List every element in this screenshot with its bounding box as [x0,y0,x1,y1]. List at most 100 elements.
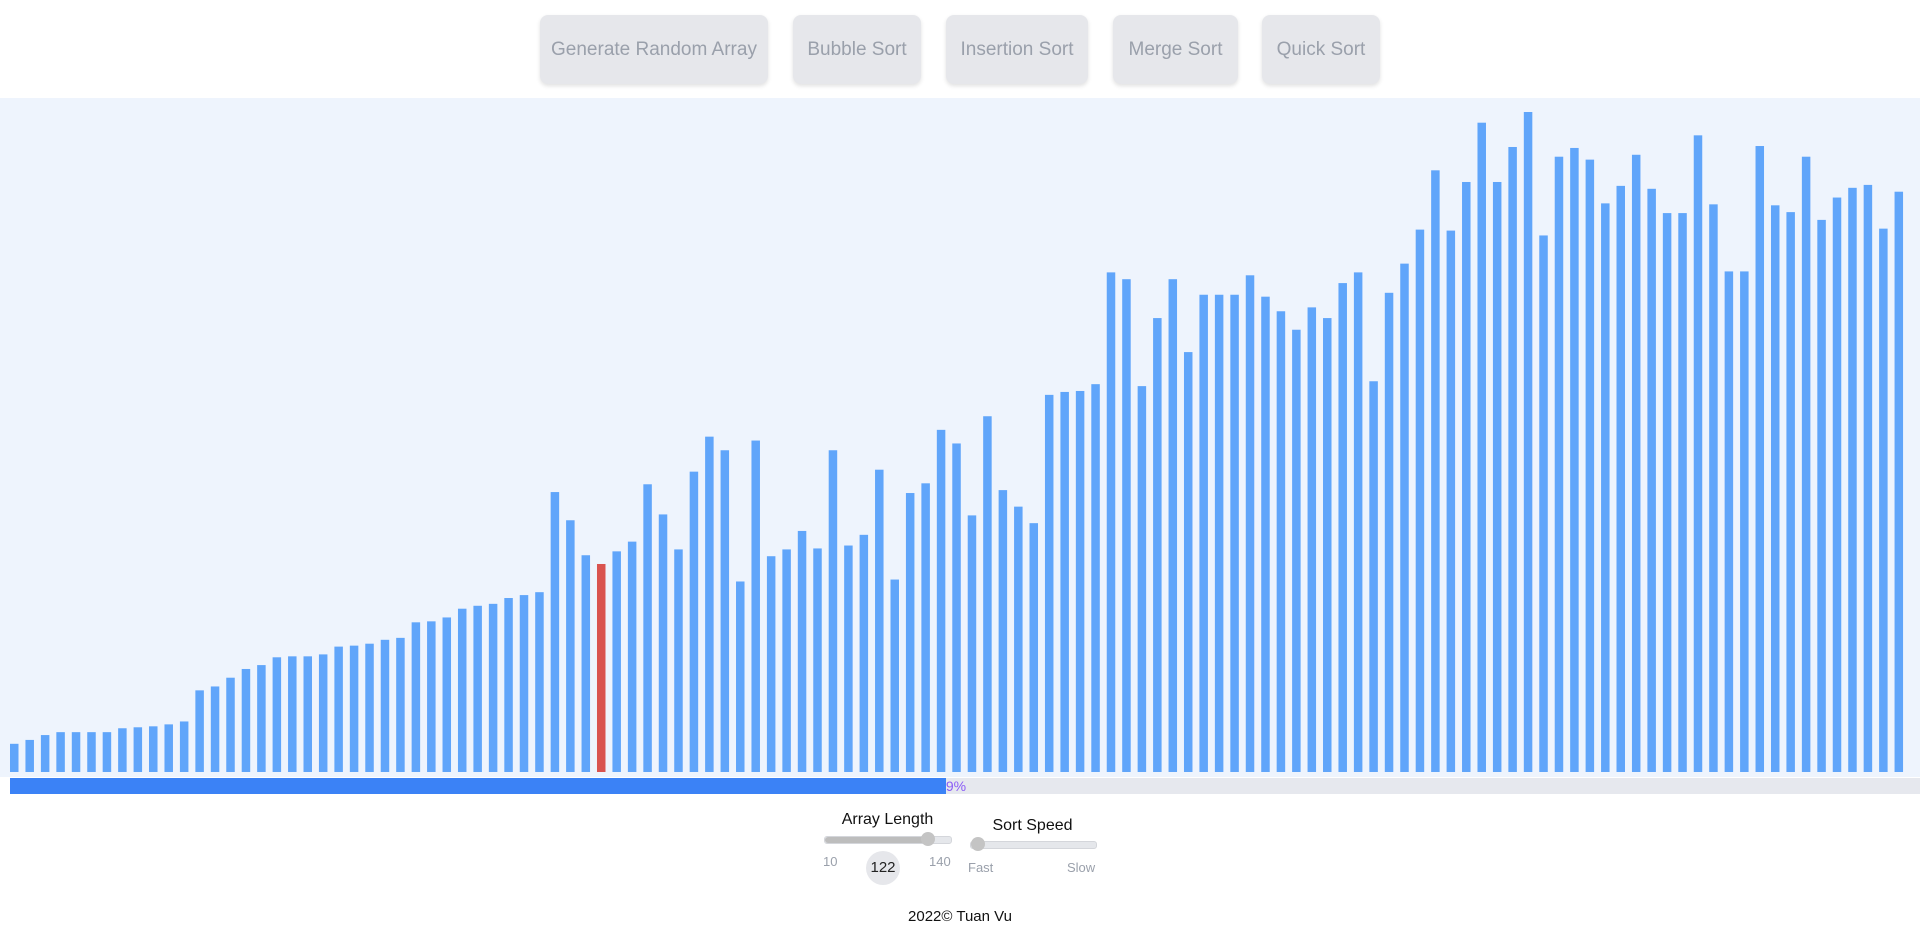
array-bar [1601,203,1610,772]
array-bar [10,743,19,772]
array-bar [581,555,591,772]
array-bar [535,592,544,772]
array-bar [566,520,575,772]
array-bar [1431,170,1440,772]
array-bar [1801,156,1811,773]
array-bar [1662,213,1672,773]
sort-speed-fast-label: Fast [968,860,994,875]
array-bar [40,735,50,772]
array-bar [1183,352,1193,772]
bubble-sort-button[interactable]: Bubble Sort [793,15,921,84]
array-bar [1400,263,1409,772]
generate-random-array-button[interactable]: Generate Random Array [540,15,768,84]
array-bar [1307,307,1317,772]
sort-visualizer-chart [0,98,1920,777]
insertion-sort-button[interactable]: Insertion Sort [946,15,1088,84]
array-bar [1044,394,1054,772]
array-length-slider[interactable] [824,832,952,846]
array-bar [1817,219,1826,772]
array-bar [844,545,853,772]
array-bar [427,621,436,772]
array-bar [627,541,637,772]
array-bar [1168,279,1178,772]
array-bar [736,581,745,772]
array-bar [1755,146,1765,772]
progress-label: 9% [945,778,967,794]
array-bar [720,450,730,772]
array-bar [1786,212,1795,772]
array-bar [1137,386,1147,772]
array-bar [133,727,143,772]
array-bar [890,579,899,772]
array-bar [859,534,869,772]
array-bar [149,726,158,772]
array-bar [56,732,65,772]
array-bar [1477,122,1486,772]
sort-speed-slider-thumb[interactable] [971,837,985,851]
array-bar [303,656,312,772]
array-bar [550,492,560,772]
array-bar [195,690,204,772]
array-bar [519,595,529,772]
array-bar [71,732,81,772]
array-bar [1353,272,1363,772]
array-bar [1245,275,1255,772]
merge-sort-button[interactable]: Merge Sort [1113,15,1238,84]
array-length-min-label: 10 [823,854,838,869]
array-bar [1523,112,1533,772]
array-bar [1323,318,1332,772]
sort-speed-slider[interactable] [970,837,1097,851]
array-bar [875,469,884,772]
array-bar [1848,187,1857,772]
array-bar [828,450,838,772]
array-bar [1740,271,1749,772]
array-bar [1153,318,1162,772]
array-bar [705,436,714,772]
array-bar [1029,523,1039,772]
array-bar [936,429,946,772]
array-bar [1492,181,1502,772]
quick-sort-button[interactable]: Quick Sort [1262,15,1380,84]
array-length-slider-fill [825,837,929,843]
sort-speed-title: Sort Speed [992,817,1073,834]
active-bar [596,563,606,772]
array-bar [1647,188,1656,772]
array-bar [1060,391,1069,772]
array-length-value-badge: 122 [866,851,900,885]
array-bar [164,724,173,772]
array-bar [488,603,498,772]
array-bar [25,739,34,772]
array-bar [1770,205,1780,772]
toolbar: Generate Random Array Bubble Sort Insert… [0,0,1920,98]
controls-panel: Array Length 10 140 122 Sort Speed Fast … [0,800,1920,900]
array-bar [257,665,266,772]
array-bar [442,617,452,772]
array-bar [998,490,1008,772]
array-bar [457,608,467,772]
footer-copyright: 2022© Tuan Vu [908,908,1012,925]
array-bar [210,686,220,772]
array-bar [1508,146,1517,773]
array-bar [102,732,112,772]
array-bar [1709,204,1718,773]
array-length-title: Array Length [841,811,934,828]
array-bar [1724,271,1734,772]
array-bar [1014,506,1023,772]
progress-fill [10,778,946,794]
array-bar [411,622,421,772]
array-bar [1199,294,1208,772]
array-bar [1693,135,1703,772]
array-length-max-label: 140 [929,854,951,869]
array-bar [1384,292,1394,772]
array-bar [1585,159,1595,772]
array-bar [813,548,822,772]
array-bar [396,637,405,772]
array-bar [797,530,807,772]
array-bar [967,515,977,772]
array-bar [87,732,96,772]
array-bar [1261,296,1270,772]
array-bar [473,605,482,772]
array-bar [1879,228,1888,772]
array-length-slider-thumb[interactable] [921,832,936,846]
array-bar [751,440,760,772]
